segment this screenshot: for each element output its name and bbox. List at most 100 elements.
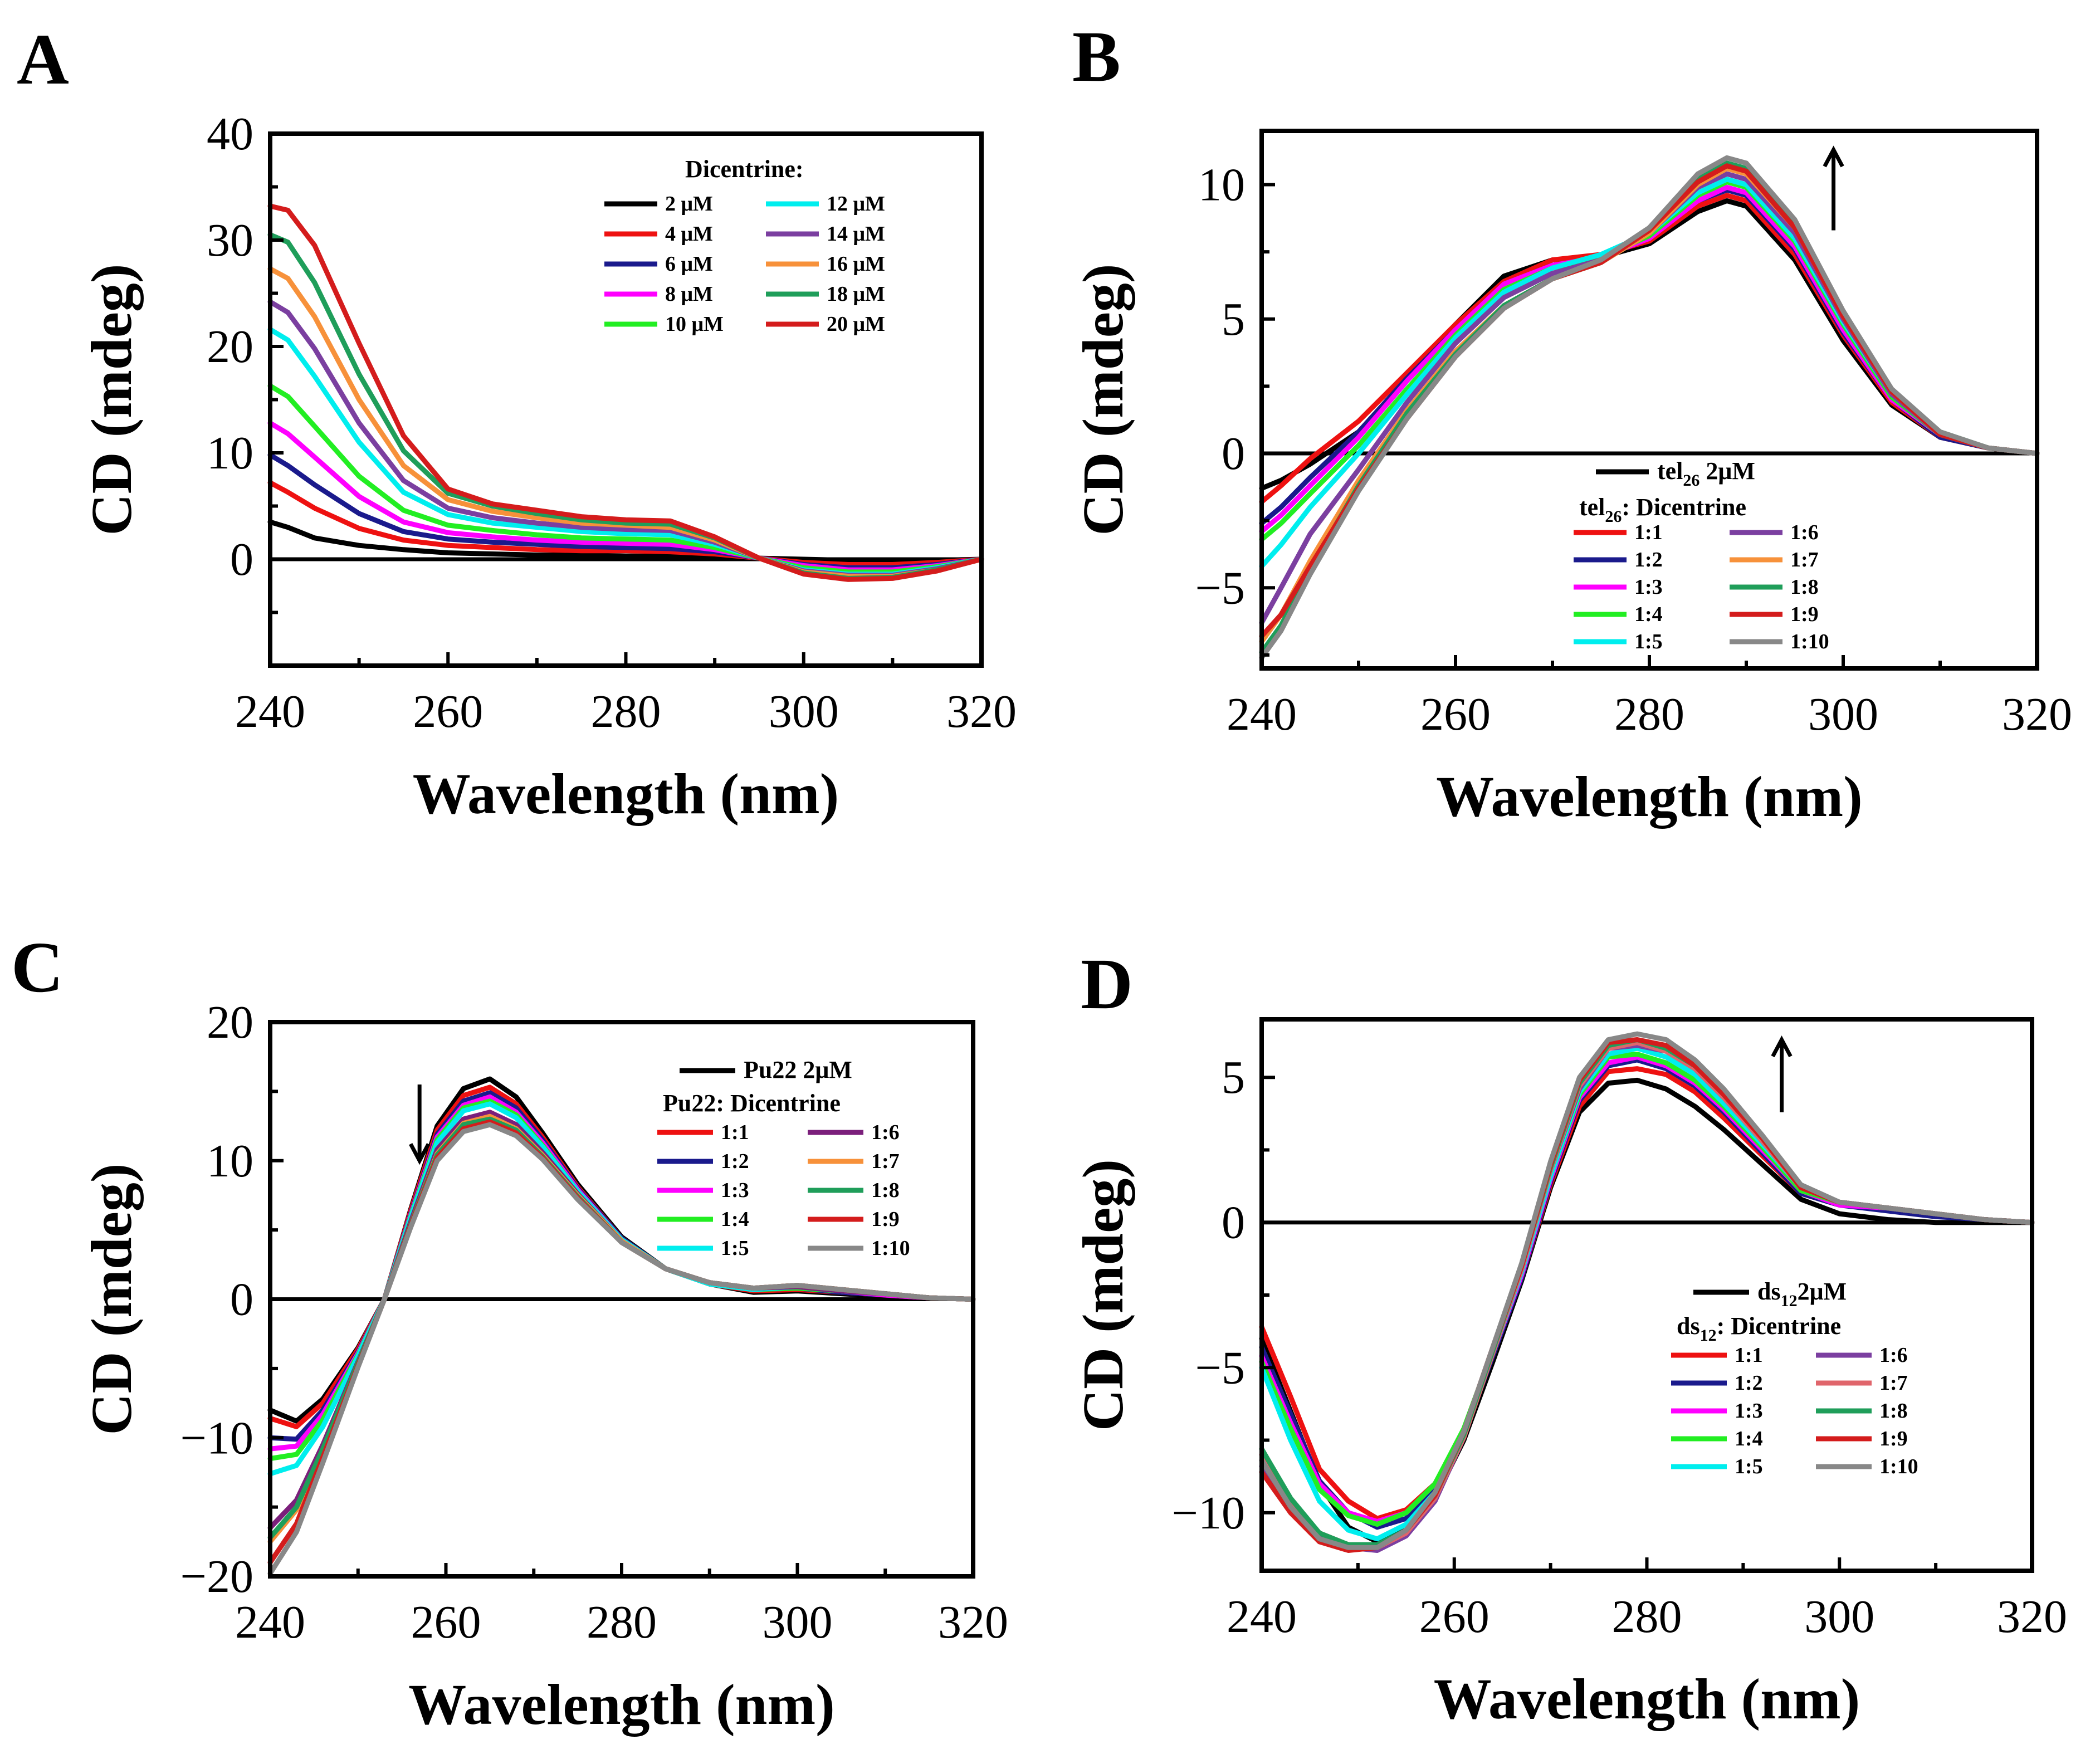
legend-label: 1:9 [871, 1208, 900, 1231]
y-tick-label: −20 [180, 1551, 253, 1603]
y-tick-label: −10 [1172, 1487, 1245, 1539]
y-tick-label: 20 [207, 321, 253, 373]
x-tick-label: 240 [1227, 1591, 1297, 1643]
series-line-1 [267, 1076, 976, 1424]
x-tick-label: 280 [1614, 688, 1684, 740]
legend-title: ds12: Dicentrine [1677, 1312, 1841, 1345]
x-axis-title: Wavelength (nm) [1434, 1667, 1860, 1731]
legend-head: ds122μM [1757, 1278, 1847, 1310]
y-axis-title: CD (mdeg) [1071, 263, 1135, 535]
legend-label: 6 μM [665, 252, 713, 276]
plot-frame [1259, 1017, 2034, 1573]
series-line-11 [1259, 155, 2040, 661]
panel-c: C 240 260 280 300 320 −20 −10 0 10 20 Wavelength (n… [11, 927, 1008, 1737]
series-line-4 [1259, 1054, 2035, 1524]
legend-label: 1:8 [1879, 1399, 1908, 1423]
x-axis-title: Wavelength (nm) [408, 1673, 835, 1737]
series-line-2 [267, 1084, 976, 1429]
y-tick-label: 0 [230, 534, 253, 585]
legend-label: 1:7 [1790, 548, 1819, 571]
series-line-8 [267, 1113, 976, 1545]
legend-label: 1:3 [1634, 575, 1663, 599]
series-line-10 [267, 203, 984, 582]
series-line-2 [267, 480, 984, 567]
y-tick-label: −5 [1195, 562, 1245, 614]
trend-arrow [1771, 1035, 1793, 1112]
legend-label: 1:8 [871, 1179, 900, 1202]
legend-label: 1:10 [1790, 630, 1829, 653]
series-curves [1259, 1031, 2035, 1553]
legend-label: 1:6 [1790, 521, 1819, 544]
trend-arrow [409, 1084, 431, 1165]
panel-letter: A [17, 19, 69, 100]
x-tick-label: 300 [1808, 688, 1878, 740]
legend-label: 20 μM [827, 312, 885, 336]
panel-letter: B [1072, 17, 1121, 97]
legend-label: 1:5 [721, 1237, 749, 1260]
x-tick-label: 300 [1804, 1591, 1874, 1643]
series-line-5 [1259, 1052, 2035, 1527]
x-tick-label: 320 [946, 686, 1017, 737]
legend-label: 1:6 [871, 1121, 900, 1144]
y-tick-label: 5 [1222, 1052, 1245, 1103]
x-tick-label: 280 [587, 1596, 657, 1648]
x-tick-label: 280 [591, 686, 661, 737]
x-axis-title: Wavelength (nm) [413, 762, 839, 826]
legend-label: 1:7 [1879, 1371, 1908, 1395]
legend-label: 1:5 [1634, 630, 1663, 653]
y-tick-label: 20 [207, 996, 253, 1048]
legend-head: Pu22 2μM [744, 1056, 852, 1083]
y-axis-title: CD (mdeg) [80, 1163, 144, 1435]
panel-d: D 240 260 280 300 320 −10 −5 0 5 Wavelength (nm) CD… [1071, 944, 2067, 1731]
legend-label: 8 μM [665, 282, 713, 306]
panel-letter: C [11, 927, 64, 1008]
legend-label: 2 μM [665, 192, 713, 216]
x-tick-label: 240 [235, 686, 305, 737]
legend-title: tel26: Dicentrine [1579, 494, 1746, 526]
legend-label: 4 μM [665, 222, 713, 246]
series-line-6 [267, 1101, 976, 1477]
y-tick-label: −5 [1195, 1342, 1245, 1394]
y-tick-label: 40 [207, 108, 253, 160]
legend-label: 1:1 [1735, 1344, 1763, 1367]
legend-title: Dicentrine: [685, 155, 804, 183]
x-tick-label: 320 [1997, 1591, 2067, 1643]
panel-a: A 240 260 280 300 320 0 10 20 30 40 Wavelength (nm)… [17, 19, 1017, 826]
legend-label: 1:2 [1735, 1371, 1763, 1395]
legend-label: 1:3 [1735, 1399, 1763, 1423]
y-tick-label: 10 [1198, 159, 1245, 211]
series-line-5 [267, 1098, 976, 1462]
series-line-3 [267, 1090, 976, 1442]
legend-label: 1:3 [721, 1179, 749, 1202]
series-line-11 [267, 1122, 976, 1576]
legend: Pu22 2μM Pu22: Dicentrine 1:1 1:2 1:3 1:4 1:5 1… [657, 1056, 910, 1260]
series-line-11 [1259, 1031, 2035, 1550]
legend-label: 10 μM [665, 312, 724, 336]
series-line-4 [267, 1094, 976, 1452]
y-tick-label: 30 [207, 214, 253, 266]
y-tick-label: 0 [230, 1274, 253, 1326]
series-line-4 [1259, 184, 2040, 534]
legend: Dicentrine: 2 μM 4 μM 6 μM 8 μM 10 μM 12 μM 14 … [604, 155, 885, 336]
legend-title: Pu22: Dicentrine [663, 1090, 841, 1117]
panel-b: B 240 260 280 300 320 −5 0 5 10 Wavelength (nm) CD … [1071, 17, 2072, 829]
x-tick-label: 320 [2002, 688, 2072, 740]
x-tick-label: 260 [1420, 688, 1491, 740]
legend-label: 12 μM [827, 192, 885, 216]
x-tick-label: 260 [1419, 1591, 1489, 1643]
legend-label: 14 μM [827, 222, 885, 246]
panel-letter: D [1081, 944, 1133, 1024]
legend-label: 1:10 [1879, 1455, 1918, 1478]
y-tick-label: 0 [1222, 1197, 1245, 1249]
legend-label: 1:6 [1879, 1344, 1908, 1367]
x-tick-label: 240 [1227, 688, 1297, 740]
legend-label: 1:1 [1634, 521, 1663, 544]
legend-label: 18 μM [827, 282, 885, 306]
y-tick-label: 10 [207, 1135, 253, 1187]
y-tick-label: −10 [180, 1412, 253, 1464]
x-axis-title: Wavelength (nm) [1436, 765, 1863, 829]
legend-label: 16 μM [827, 252, 885, 276]
